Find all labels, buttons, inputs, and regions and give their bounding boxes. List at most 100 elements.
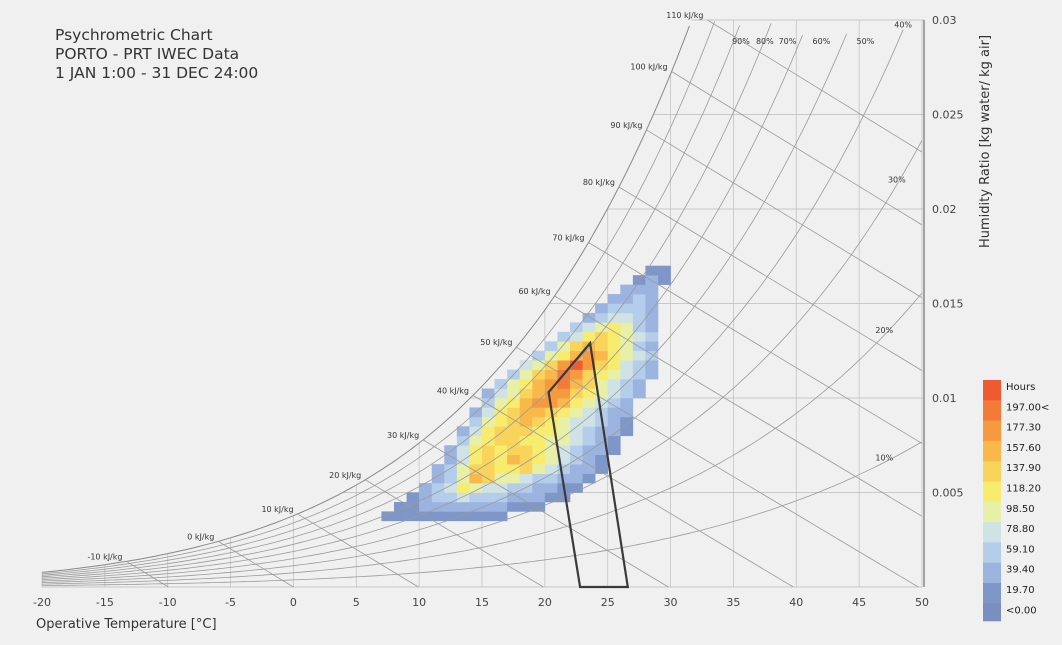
heatmap-cell xyxy=(482,473,495,484)
heatmap-cell xyxy=(620,416,634,427)
heatmap-cell xyxy=(607,331,621,342)
enthalpy-label: -10 kJ/kg xyxy=(87,552,122,561)
legend-label: 197.00< xyxy=(1006,402,1049,413)
heatmap-cell xyxy=(444,492,458,503)
heatmap-cell xyxy=(494,426,508,437)
heatmap-cell xyxy=(582,360,596,370)
enthalpy-label: 100 kJ/kg xyxy=(630,63,667,72)
enthalpy-line xyxy=(422,439,669,588)
heatmap-cell xyxy=(482,398,495,408)
chart-axes: Operative Temperature [°C] Humidity Rati… xyxy=(36,20,993,632)
heatmap-cell xyxy=(519,435,533,446)
heatmap-cell xyxy=(456,435,470,446)
heatmap-cell xyxy=(544,369,558,380)
heatmap-cell xyxy=(394,501,407,512)
heatmap-cell xyxy=(494,511,508,522)
heatmap-cell xyxy=(469,435,483,446)
rh-label: 80% xyxy=(756,37,774,46)
chart-subtitle-location: PORTO - PRT IWEC Data xyxy=(55,45,240,63)
heatmap-cell xyxy=(645,303,659,314)
heatmap-cell xyxy=(557,416,571,427)
heatmap-cell xyxy=(381,511,395,522)
legend-label: 19.70 xyxy=(1006,585,1035,596)
heatmap-cell xyxy=(582,454,596,465)
heatmap-cell xyxy=(645,265,659,276)
heatmap-cell xyxy=(419,501,433,512)
heatmap-cell xyxy=(469,426,483,437)
heatmap-cell xyxy=(595,435,609,446)
heatmap-cell xyxy=(582,473,596,484)
heatmap-cell xyxy=(519,473,533,484)
heatmap-cell xyxy=(532,350,546,361)
heatmap-cell xyxy=(632,379,646,389)
enthalpy-label: 30 kJ/kg xyxy=(387,431,419,440)
heatmap-cell xyxy=(570,379,583,389)
heatmap-cell xyxy=(532,501,546,512)
legend-swatch xyxy=(983,440,1001,462)
heatmap-cell xyxy=(557,454,571,465)
heatmap-cell xyxy=(595,360,609,370)
heatmap-cell xyxy=(557,388,571,399)
legend-label: <0.00 xyxy=(1006,605,1037,616)
heatmap-cell xyxy=(570,322,583,333)
heatmap-cell xyxy=(582,445,596,455)
heatmap-cell xyxy=(582,388,596,399)
heatmap-cell xyxy=(632,275,646,285)
rh-label: 40% xyxy=(894,21,912,30)
heatmap-cell xyxy=(469,464,483,474)
legend-label: 98.50 xyxy=(1006,504,1035,515)
heatmap-cell xyxy=(431,511,445,522)
heatmap-cell xyxy=(620,379,634,389)
heatmap-cell xyxy=(519,445,533,455)
heatmap-cell xyxy=(519,407,533,418)
rh-label: 90% xyxy=(732,37,750,46)
heatmap-cell xyxy=(494,483,508,493)
heatmap-cell xyxy=(494,388,508,399)
x-tick-label: 45 xyxy=(852,596,866,609)
heatmap-cell xyxy=(482,501,495,512)
heatmap-cell xyxy=(532,398,546,408)
heatmap-cell xyxy=(544,464,558,474)
heatmap-cell xyxy=(544,445,558,455)
enthalpy-label: 20 kJ/kg xyxy=(329,471,361,480)
rh-curve xyxy=(41,29,904,582)
heatmap-cell xyxy=(620,398,634,408)
heatmap-cell xyxy=(532,426,546,437)
rh-label: 70% xyxy=(779,37,797,46)
enthalpy-line xyxy=(646,129,923,299)
heatmap-cell xyxy=(645,275,659,285)
heatmap-cell xyxy=(494,445,508,455)
legend-swatch xyxy=(983,603,1001,622)
y-tick-label: 0.02 xyxy=(932,203,957,216)
heatmap-cell xyxy=(456,464,470,474)
heatmap-cell xyxy=(469,473,483,484)
heatmap-cell xyxy=(544,426,558,437)
heatmap-cell xyxy=(607,360,621,370)
heatmap-cell xyxy=(582,407,596,418)
heatmap-cell xyxy=(469,416,483,427)
heatmap-cell xyxy=(620,341,634,352)
rh-label: 50% xyxy=(857,37,875,46)
heatmap-cell xyxy=(632,369,646,380)
heatmap-cell xyxy=(431,483,445,493)
rh-curve xyxy=(41,25,741,576)
heatmap-cell xyxy=(620,322,634,333)
heatmap-cell xyxy=(645,341,659,352)
heatmap-cell xyxy=(570,464,583,474)
heatmap-cell xyxy=(456,511,470,522)
heatmap-cell xyxy=(406,511,420,522)
heatmap-cell xyxy=(519,388,533,399)
rh-label: 30% xyxy=(888,176,906,185)
heatmap-cell xyxy=(532,369,546,380)
heatmap-cell xyxy=(607,416,621,427)
legend-swatch xyxy=(983,461,1001,482)
heatmap-cell xyxy=(507,398,521,408)
y-axis-label: Humidity Ratio [kg water/ kg air] xyxy=(978,35,993,248)
x-tick-label: 15 xyxy=(475,596,489,609)
heatmap-cell xyxy=(507,483,521,493)
enthalpy-label: 110 kJ/kg xyxy=(666,11,703,20)
heatmap-cell xyxy=(419,492,433,503)
heatmap-cell xyxy=(507,492,521,503)
x-tick-label: 0 xyxy=(290,596,297,609)
